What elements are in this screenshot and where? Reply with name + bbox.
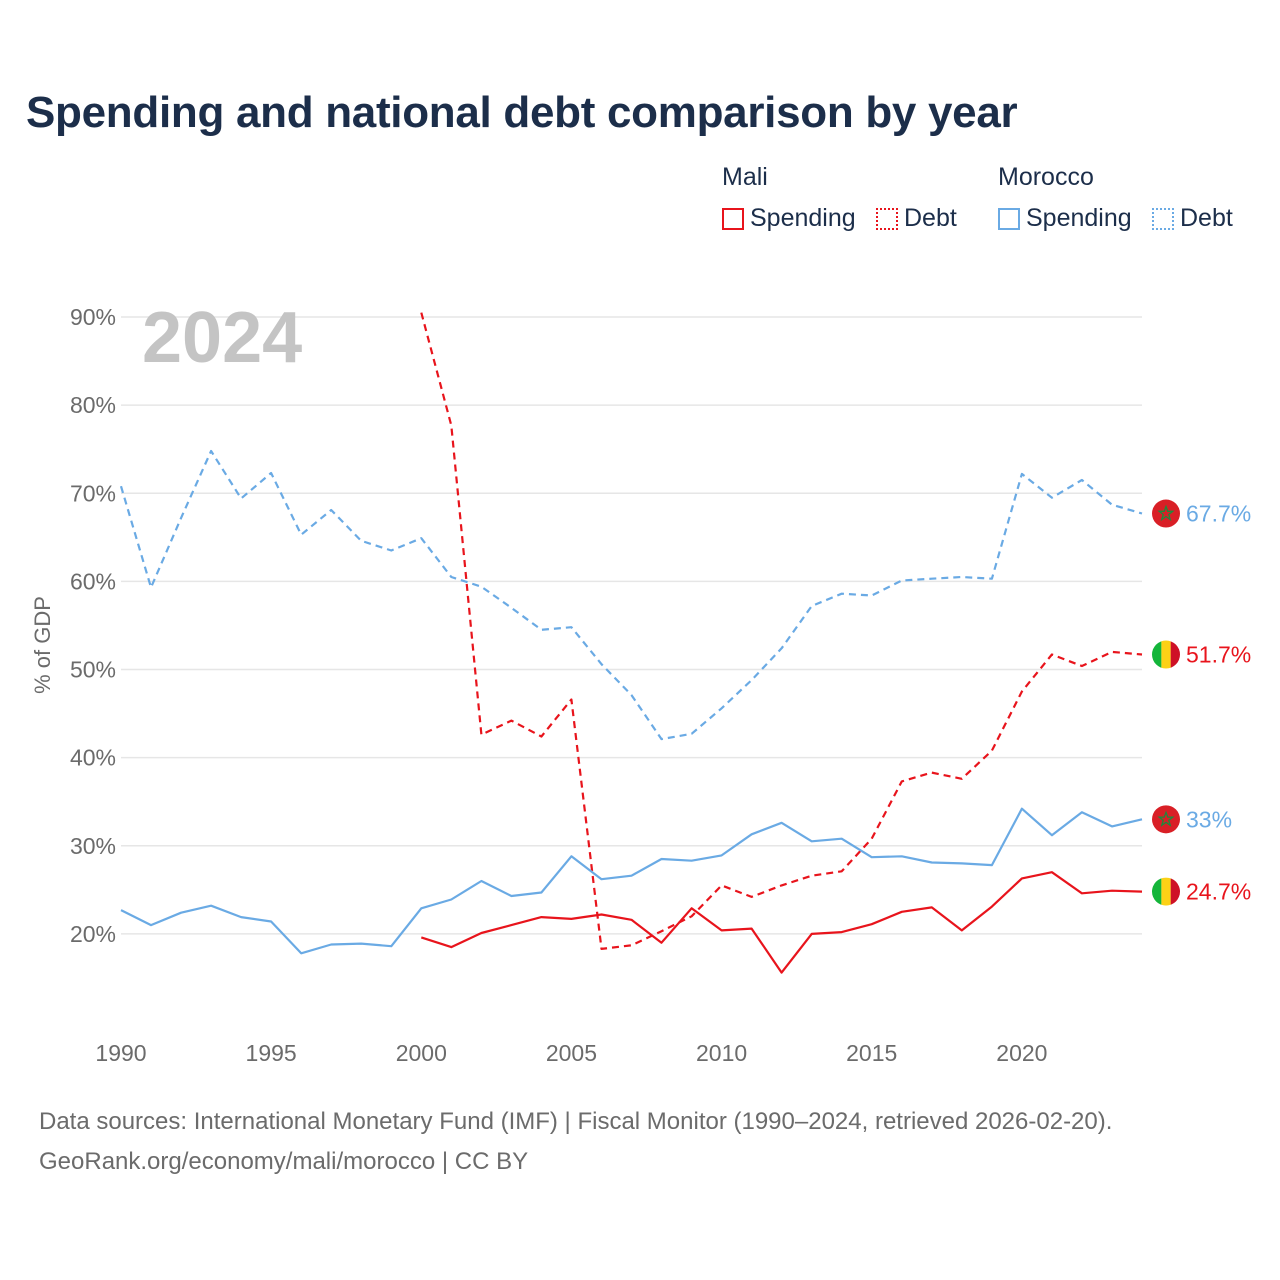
- y-tick-label: 80%: [70, 392, 116, 418]
- end-label-mali-spending: 24.7%: [1186, 879, 1251, 905]
- legend-item-mali-debt[interactable]: Debt: [876, 204, 957, 233]
- footer-sources: Data sources: International Monetary Fun…: [39, 1108, 1113, 1135]
- y-tick-label: 30%: [70, 833, 116, 859]
- y-axis-ticks: 20% 30% 40% 50% 60% 70% 80% 90%: [70, 304, 116, 947]
- y-tick-label: 50%: [70, 657, 116, 683]
- legend-label-morocco-spending: Spending: [1026, 204, 1132, 232]
- y-tick-label: 60%: [70, 568, 116, 594]
- legend-item-morocco-spending[interactable]: Spending: [998, 204, 1132, 233]
- end-label-morocco-spending: 33%: [1186, 806, 1232, 832]
- flag-icon-mali: [1152, 640, 1180, 669]
- footer-credit[interactable]: GeoRank.org/economy/mali/morocco | CC BY: [39, 1148, 529, 1175]
- y-tick-label: 40%: [70, 745, 116, 771]
- legend-label-mali-debt: Debt: [904, 204, 957, 232]
- end-label-mali-debt: 51.7%: [1186, 642, 1251, 668]
- series-line-mali-debt[interactable]: [420, 312, 1143, 951]
- chart-title: Spending and national debt comparison by…: [26, 88, 1018, 137]
- year-watermark: 2024: [142, 298, 302, 378]
- legend-item-mali-spending[interactable]: Spending: [722, 204, 856, 233]
- y-axis-label: % of GDP: [30, 596, 55, 694]
- legend-country-mali: Mali: [722, 163, 768, 191]
- legend-swatch-mali-spending: [722, 207, 744, 230]
- legend-swatch-mali-debt: [876, 207, 898, 230]
- series-line-morocco-debt[interactable]: [119, 449, 1143, 741]
- x-tick-label: 2000: [396, 1040, 447, 1066]
- x-tick-label: 1995: [246, 1040, 297, 1066]
- legend-label-morocco-debt: Debt: [1180, 204, 1233, 232]
- x-tick-label: 2010: [696, 1040, 747, 1066]
- chart-plot: 2024 20% 30% 40% 50% 60% 70% 80% 90% 1990 1995 20…: [30, 298, 1251, 1066]
- series-line-morocco-spending[interactable]: [120, 807, 1143, 955]
- grid-layer: [121, 316, 1142, 935]
- legend-swatch-morocco-spending: [998, 207, 1020, 230]
- x-tick-label: 2015: [846, 1040, 897, 1066]
- x-axis-ticks: 1990 1995 2000 2005 2010 2015 2020: [95, 1040, 1047, 1066]
- x-tick-label: 2020: [996, 1040, 1047, 1066]
- legend-swatch-morocco-debt: [1152, 207, 1174, 230]
- flag-icon-mali: [1152, 877, 1180, 906]
- legend-country-morocco: Morocco: [998, 163, 1094, 191]
- legend-item-morocco-debt[interactable]: Debt: [1152, 204, 1233, 233]
- x-tick-label: 2005: [546, 1040, 597, 1066]
- flag-icon-morocco: [1152, 805, 1180, 834]
- y-tick-label: 70%: [70, 480, 116, 506]
- flag-icon-morocco: [1152, 499, 1180, 528]
- end-labels: 67.7% 51.7% 33% 24.7%: [1152, 499, 1251, 906]
- legend-label-mali-spending: Spending: [750, 204, 856, 232]
- series-layer: [119, 312, 1143, 974]
- series-line-mali-spending[interactable]: [420, 871, 1143, 974]
- y-tick-label: 20%: [70, 921, 116, 947]
- x-tick-label: 1990: [95, 1040, 146, 1066]
- y-tick-label: 90%: [70, 304, 116, 330]
- end-label-morocco-debt: 67.7%: [1186, 501, 1251, 527]
